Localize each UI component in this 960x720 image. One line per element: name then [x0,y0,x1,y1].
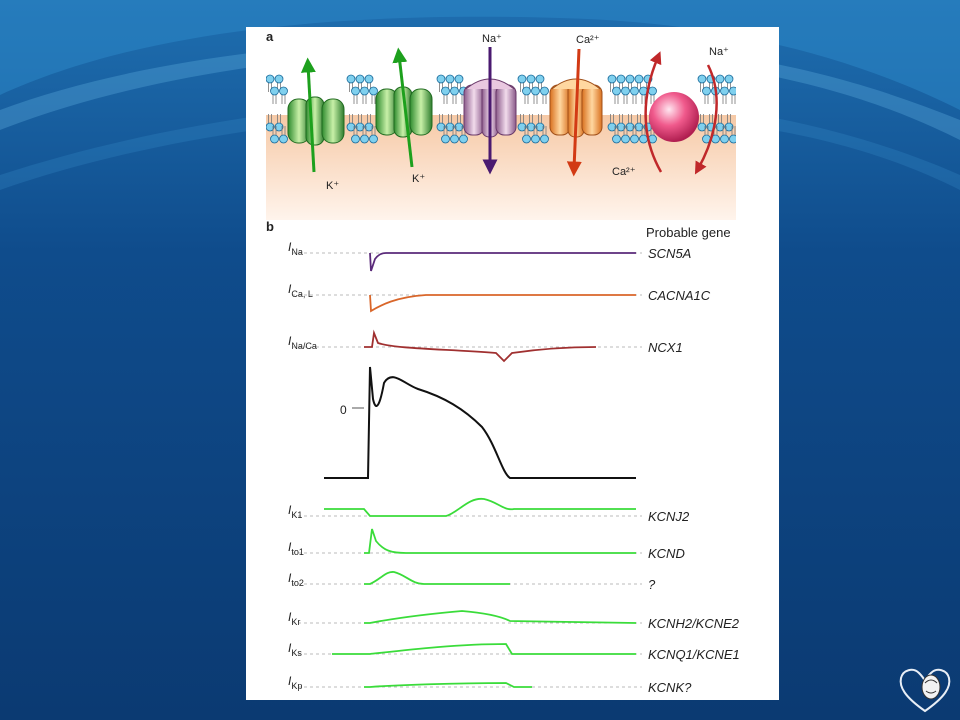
gene-label: KCNH2/KCNE2 [648,616,740,631]
na-exchange-arrow [694,64,718,175]
gene-label: KCNJ2 [648,509,690,524]
label-na-exchanger: Na⁺ [709,46,729,58]
current-trace-ks [332,643,636,655]
panel-a-letter: a [266,29,274,44]
gene-label: CACNA1C [648,288,711,303]
heart-logo [899,668,951,713]
current-trace-k1 [324,498,636,517]
current-label: IKr [288,610,300,627]
gene-label: NCX1 [648,340,683,355]
gene-label: KCNK? [648,680,692,695]
action-potential-trace [324,366,636,479]
ca-efflux-arrow [644,51,663,173]
ca-influx-arrow [566,48,582,177]
gene-label: SCN5A [648,246,691,261]
figure-panel: a [246,27,779,700]
na-ca-exchanger [649,92,699,142]
current-label: IKs [288,641,302,658]
current-traces: INa SCN5A ICa, L CACNA1C INa/Ca NCX1 IK1 KCNJ2 I… [288,240,740,695]
k-channel-1 [287,96,345,146]
current-label: INa/Ca [288,334,317,351]
current-trace-kp [364,682,532,688]
lipid-bilayer [266,74,736,144]
label-k-right: K⁺ [412,173,425,185]
k-efflux-arrow-1 [300,57,316,173]
current-label: INa [288,240,303,257]
current-trace-to2 [364,571,510,585]
current-trace-na [369,252,636,272]
current-trace-cal [369,294,636,313]
current-label: Ito2 [288,571,304,588]
membrane-potential-zero-label: 0 [340,403,347,417]
current-label: ICa, L [288,282,313,299]
gene-label: ? [648,577,656,592]
gene-label: KCND [648,546,685,561]
current-label: IKp [288,674,302,691]
label-ca-top: Ca²⁺ [576,34,600,46]
panel-b-letter: b [266,219,274,234]
label-ca-exchanger: Ca²⁺ [612,166,636,178]
label-na-top: Na⁺ [482,33,502,45]
current-trace-to1 [364,528,636,554]
membrane-diagram: Na⁺ Ca²⁺ Na⁺ K⁺ K⁺ Ca²⁺ [266,33,736,220]
gene-label: KCNQ1/KCNE1 [648,647,740,662]
current-label: Ito1 [288,540,304,557]
current-label: IK1 [288,503,302,520]
current-trace-naca [364,329,597,363]
k-efflux-arrow-2 [392,47,414,168]
probable-gene-header: Probable gene [646,225,731,240]
current-trace-kr [364,610,637,624]
figure-svg: a [266,29,740,695]
label-k-left: K⁺ [326,180,339,192]
